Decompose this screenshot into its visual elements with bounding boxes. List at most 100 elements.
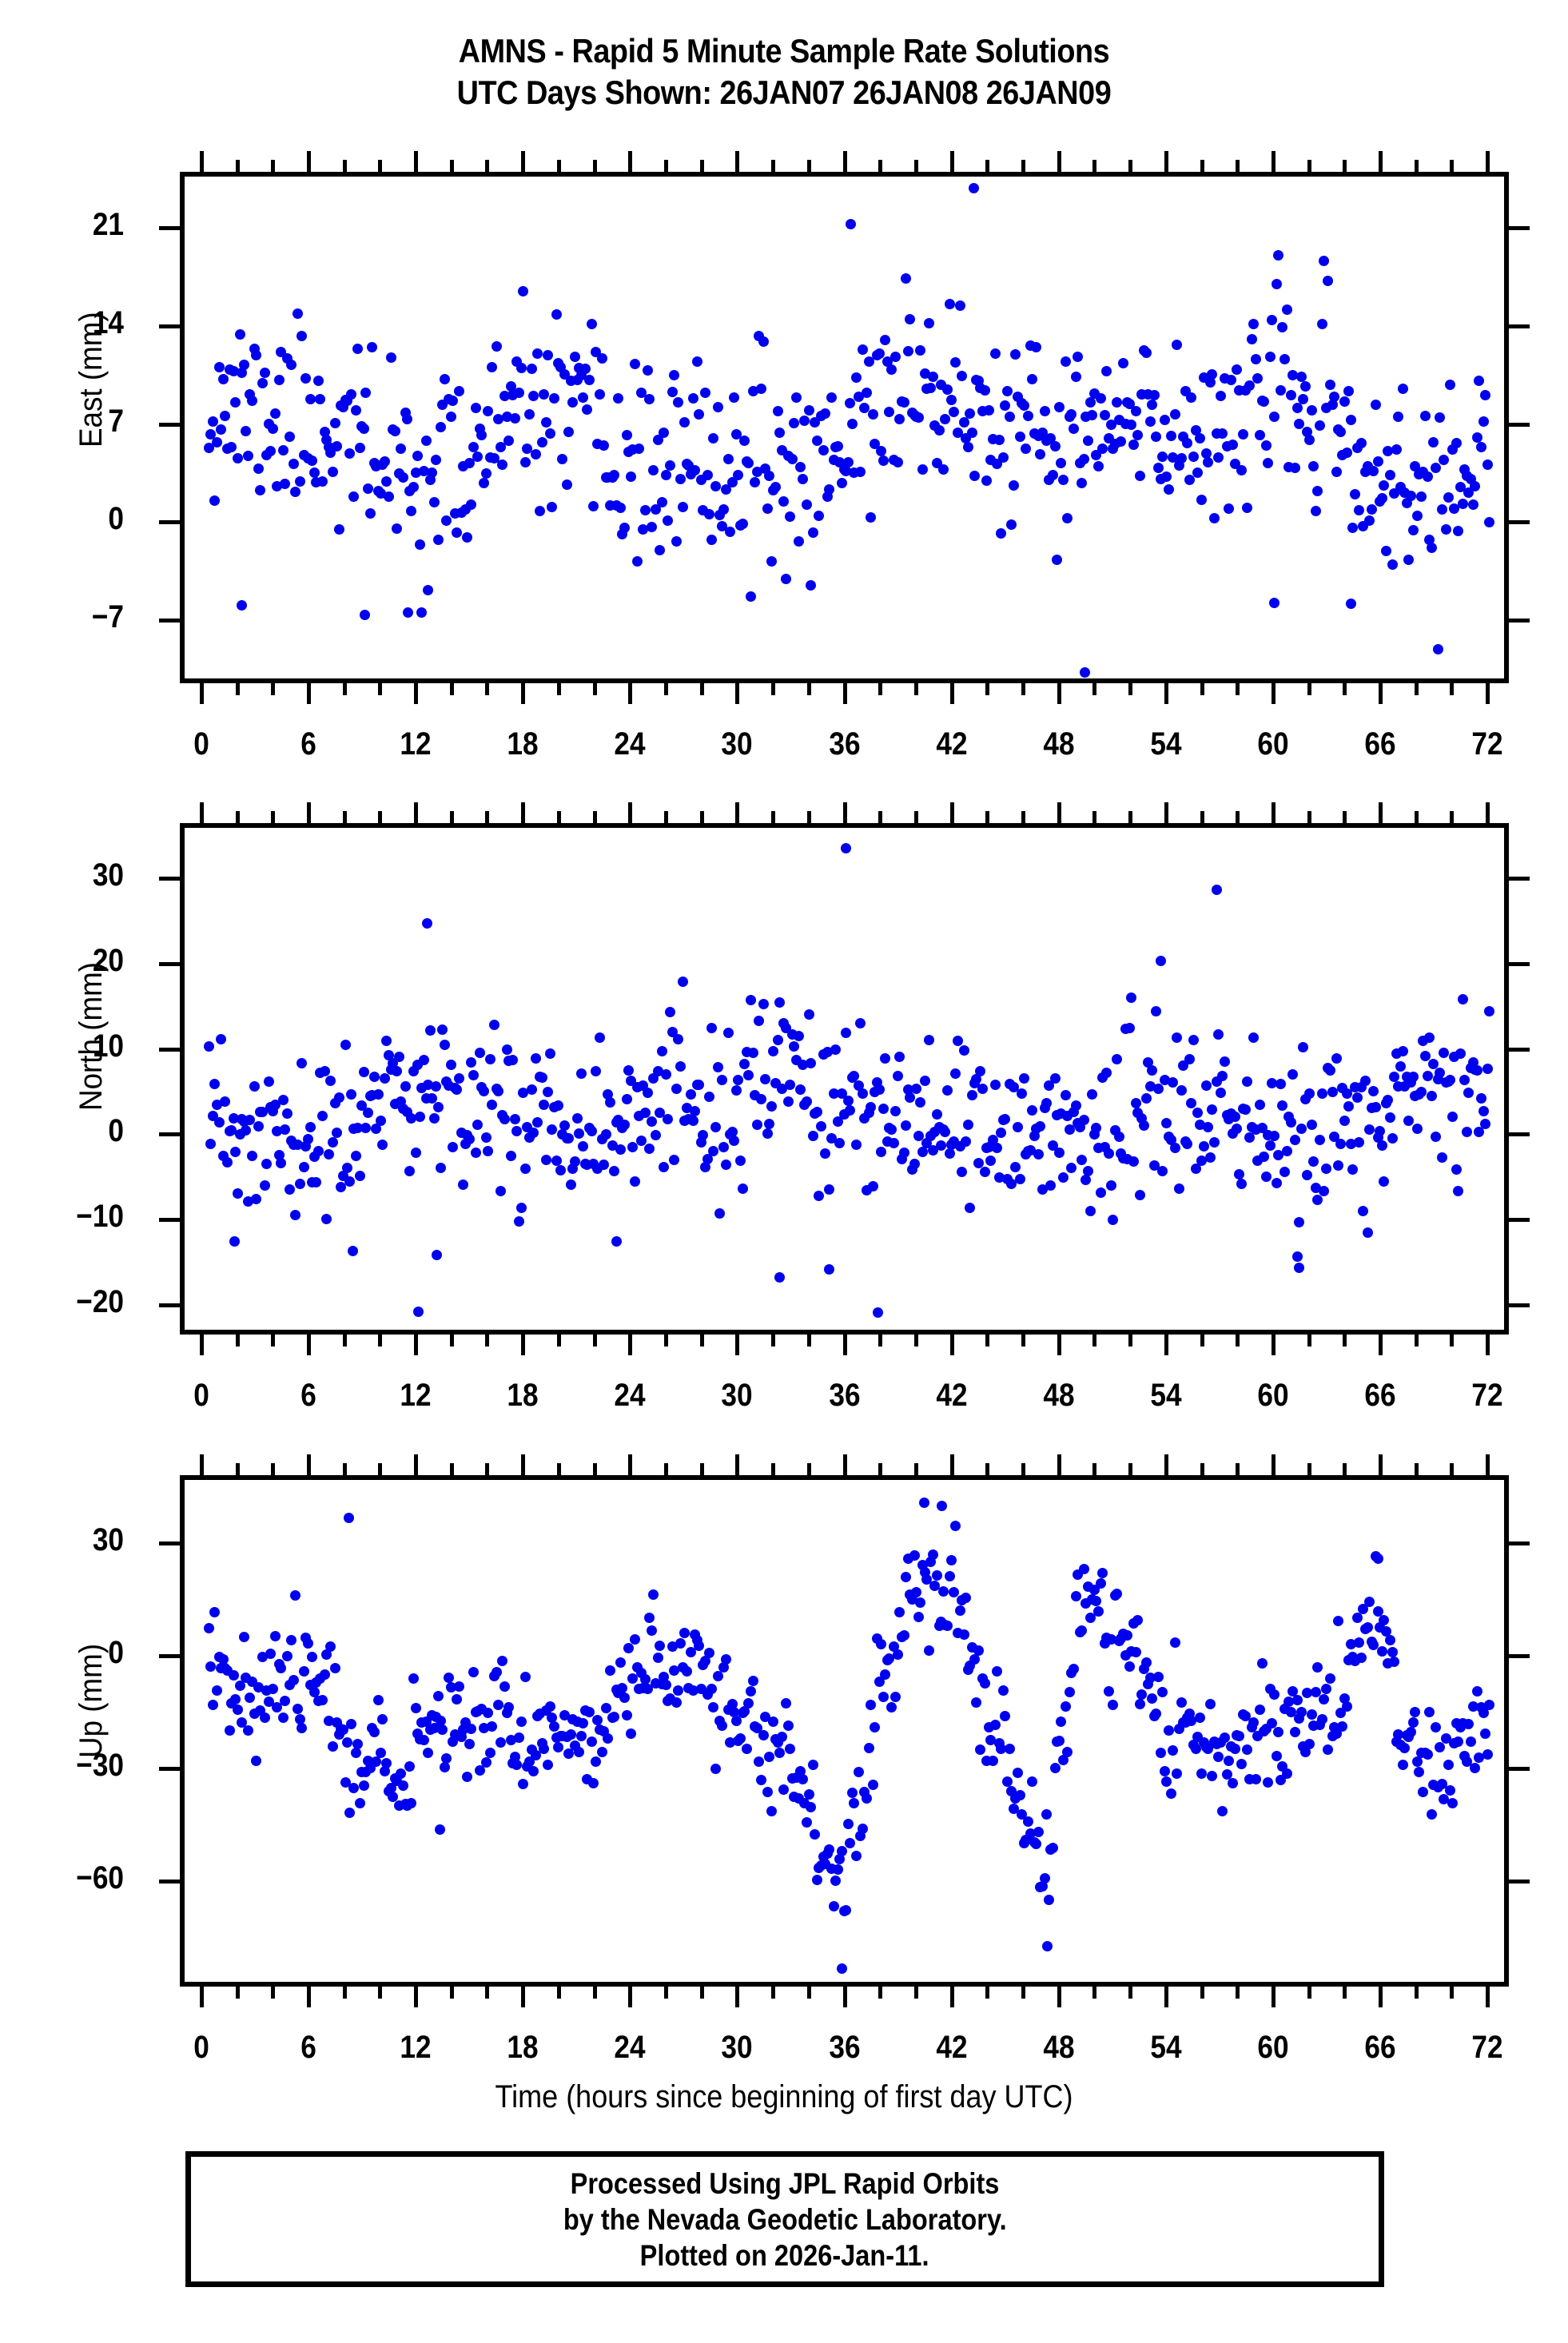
x-axis-tick-label: 66 xyxy=(1364,2030,1396,2065)
data-point xyxy=(1188,451,1200,462)
x-axis-minor-tick xyxy=(1450,1987,1455,1999)
x-axis-tick-label: 54 xyxy=(1150,2030,1182,2065)
data-point xyxy=(1000,1113,1011,1124)
data-point xyxy=(866,1699,877,1710)
data-point xyxy=(1084,396,1096,408)
data-point xyxy=(1287,1069,1299,1080)
y-axis-tick-label: 14 xyxy=(92,304,124,340)
x-axis-minor-tick-top xyxy=(1307,811,1311,823)
data-point xyxy=(433,535,444,546)
data-point xyxy=(1289,1726,1300,1737)
data-point xyxy=(503,1702,515,1713)
data-point xyxy=(937,1586,949,1597)
x-axis-minor-tick xyxy=(271,1987,276,1999)
data-point xyxy=(941,1085,953,1096)
data-point xyxy=(733,469,744,480)
data-point xyxy=(1375,1126,1386,1137)
data-point xyxy=(1215,1087,1226,1098)
data-point xyxy=(1126,420,1137,431)
data-point xyxy=(797,1060,808,1071)
x-axis-major-tick xyxy=(1271,683,1275,704)
data-point xyxy=(1372,455,1383,467)
data-point xyxy=(650,503,661,515)
data-point xyxy=(863,356,874,367)
data-point xyxy=(941,1621,953,1632)
data-point xyxy=(398,472,409,483)
x-axis-minor-tick xyxy=(1021,683,1026,695)
data-point xyxy=(418,465,429,476)
data-point xyxy=(764,1752,775,1763)
x-axis-minor-tick-top xyxy=(485,160,490,172)
data-point xyxy=(1128,1156,1139,1168)
data-point xyxy=(619,522,631,533)
data-point xyxy=(448,395,459,406)
data-point xyxy=(981,475,993,487)
data-point xyxy=(1380,545,1391,556)
data-point xyxy=(302,1133,313,1144)
data-point xyxy=(797,1773,808,1784)
data-point xyxy=(630,359,641,370)
data-point xyxy=(375,1115,386,1126)
data-point xyxy=(1470,480,1481,491)
data-point xyxy=(358,1067,369,1078)
data-point xyxy=(1432,643,1443,654)
data-point xyxy=(230,397,241,408)
data-point xyxy=(328,1741,339,1752)
data-point xyxy=(952,427,963,438)
data-point xyxy=(1010,349,1021,360)
data-point xyxy=(539,1744,550,1755)
data-point xyxy=(304,394,316,405)
data-point xyxy=(962,1119,973,1130)
data-point xyxy=(708,1701,719,1712)
data-point xyxy=(269,408,281,419)
data-point xyxy=(569,351,580,362)
data-point xyxy=(530,449,541,460)
data-point xyxy=(317,1695,328,1706)
data-point xyxy=(712,402,723,413)
data-point xyxy=(797,474,808,485)
x-axis-minor-tick-top xyxy=(449,811,454,823)
x-axis-tick-label: 72 xyxy=(1471,1378,1503,1413)
x-axis-major-tick-top xyxy=(842,802,847,823)
data-point xyxy=(505,1735,516,1745)
x-axis-tick-label: 36 xyxy=(828,2030,861,2065)
data-point xyxy=(849,1798,860,1809)
data-point xyxy=(1299,381,1311,392)
data-point xyxy=(694,1641,705,1652)
data-point xyxy=(495,1185,506,1196)
data-point xyxy=(828,1088,839,1099)
x-axis-minor-tick-top xyxy=(271,811,276,823)
y-axis-major-tick xyxy=(159,1218,180,1222)
data-point xyxy=(392,523,403,534)
data-point xyxy=(919,368,930,380)
data-point xyxy=(1359,1076,1371,1087)
data-point xyxy=(354,442,365,453)
data-point xyxy=(1341,447,1352,458)
data-point xyxy=(857,1823,868,1834)
data-point xyxy=(1118,358,1129,369)
data-point xyxy=(584,375,595,386)
x-axis-major-tick-top xyxy=(628,802,633,823)
data-point xyxy=(1194,1712,1205,1724)
data-point xyxy=(1345,1138,1356,1149)
x-axis-minor-tick-top xyxy=(1021,160,1026,172)
data-point xyxy=(470,1148,481,1159)
data-point xyxy=(347,1245,358,1256)
data-point xyxy=(880,334,891,345)
y-axis-major-tick xyxy=(159,1880,180,1884)
data-point xyxy=(874,1677,885,1688)
data-point xyxy=(209,1079,221,1090)
data-point xyxy=(435,422,446,433)
data-point xyxy=(1190,1163,1201,1174)
data-point xyxy=(811,1106,822,1117)
x-axis-tick-label: 12 xyxy=(400,2030,432,2065)
data-point xyxy=(758,999,769,1010)
data-point xyxy=(671,536,682,547)
data-point xyxy=(422,917,433,929)
data-point xyxy=(1033,1827,1044,1838)
data-point xyxy=(1269,1689,1280,1700)
data-point xyxy=(232,1188,243,1199)
data-point xyxy=(484,1748,495,1759)
data-point xyxy=(1207,368,1218,380)
x-axis-minor-tick xyxy=(806,1987,811,1999)
